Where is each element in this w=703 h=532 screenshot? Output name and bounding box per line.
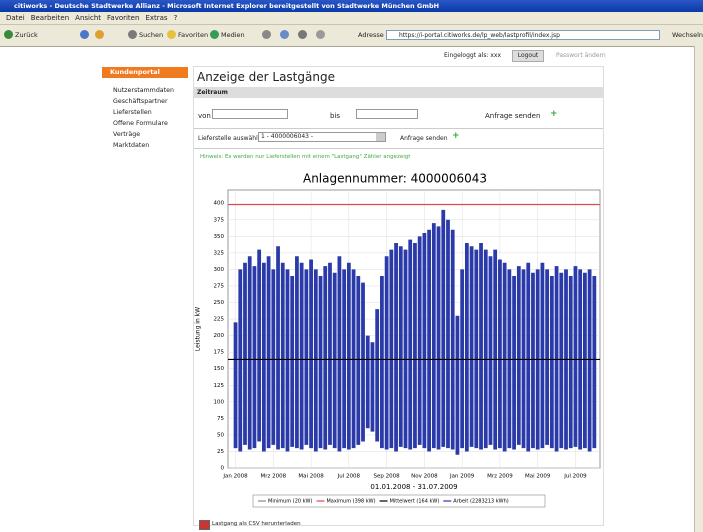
x-tick-label: Mrz 2009: [487, 474, 513, 480]
x-tick-label: Mai 2008: [298, 474, 324, 480]
send-icon[interactable]: +: [452, 131, 460, 141]
y-tick-label: 300: [214, 267, 225, 273]
from-label: von: [198, 112, 211, 120]
menu-item[interactable]: Favoriten: [107, 14, 140, 22]
print-icon[interactable]: [298, 30, 307, 39]
nav-link[interactable]: Verträge: [113, 131, 141, 138]
send-icon[interactable]: +: [550, 109, 558, 119]
y-tick-label: 125: [214, 383, 225, 389]
address-label: Adresse: [358, 31, 384, 39]
y-tick-label: 0: [221, 466, 225, 472]
separator: [194, 148, 603, 149]
x-tick-label: Jul 2009: [563, 474, 587, 480]
go-button[interactable]: Wechseln zu: [672, 31, 703, 39]
menu-item[interactable]: ?: [173, 14, 178, 22]
y-tick-label: 375: [214, 217, 225, 223]
csv-icon[interactable]: [199, 520, 210, 530]
y-tick-label: 400: [214, 201, 225, 207]
legend-label: Minimum (20 kW): [268, 499, 313, 505]
menu-bar: Datei Bearbeiten Ansicht Favoriten Extras?: [0, 12, 703, 25]
y-tick-label: 150: [214, 366, 225, 372]
refresh-icon[interactable]: [80, 30, 89, 39]
nav-link[interactable]: Nutzerstammdaten: [113, 87, 175, 94]
send-button[interactable]: Anfrage senden: [485, 112, 541, 120]
back-button[interactable]: Zurück: [15, 31, 38, 39]
login-info: Eingeloggt als: xxx: [444, 52, 502, 59]
menu-item[interactable]: Datei: [6, 14, 25, 22]
select-arrow[interactable]: [376, 133, 385, 141]
nav-link[interactable]: Geschäftspartner: [113, 98, 168, 105]
select-label: Lieferstelle auswählen:: [198, 135, 268, 142]
legend-label: Maximum (398 kW): [326, 499, 375, 505]
logout-button[interactable]: Logout: [512, 50, 544, 62]
address-bar[interactable]: https://i-portal.citiworks.de/lp_web/las…: [386, 30, 660, 40]
media-button[interactable]: Medien: [221, 31, 245, 39]
y-tick-label: 325: [214, 250, 225, 256]
to-label: bis: [330, 112, 341, 120]
x-tick-label: Mai 2009: [525, 474, 551, 480]
x-tick-label: Jul 2008: [337, 474, 361, 480]
chart-subtitle: 01.01.2008 - 31.07.2009: [370, 483, 457, 491]
chart: Anlagennummer: 4000006043 Leistung in kW…: [195, 172, 601, 508]
password-link[interactable]: Passwort ändern: [556, 52, 606, 59]
chart-title: Anlagennummer: 4000006043: [303, 172, 487, 186]
to-input[interactable]: [356, 109, 418, 119]
send-button[interactable]: Anfrage senden: [400, 135, 448, 142]
page-heading: Anzeige der Lastgänge: [197, 70, 335, 84]
favorites-icon[interactable]: [167, 30, 176, 39]
scrollbar[interactable]: [694, 46, 703, 532]
y-tick-label: 225: [214, 317, 225, 323]
y-tick-label: 350: [214, 234, 225, 240]
title-bar: citiworks - Deutsche Stadtwerke Allianz …: [0, 0, 703, 12]
section-header: Zeitraum: [194, 87, 603, 98]
search-icon[interactable]: [128, 30, 137, 39]
x-tick-label: Jan 2009: [449, 474, 475, 480]
x-tick-label: Jan 2008: [222, 474, 248, 480]
y-axis-label: Leistung in kW: [195, 307, 202, 351]
y-tick-label: 250: [214, 300, 225, 306]
y-tick-label: 75: [217, 416, 224, 422]
x-tick-label: Sep 2008: [374, 474, 401, 480]
mail-icon[interactable]: [280, 30, 289, 39]
y-tick-label: 200: [214, 333, 225, 339]
y-tick-label: 100: [214, 399, 225, 405]
menu-item[interactable]: Extras: [145, 14, 168, 22]
legend-label: Arbeit (2283213 kWh): [453, 499, 508, 505]
x-tick-label: Mrz 2008: [260, 474, 286, 480]
home-icon[interactable]: [95, 30, 104, 39]
toolbar: Zurück Suchen Favoriten Medien Adresse h…: [0, 25, 703, 47]
y-tick-label: 25: [217, 449, 224, 455]
x-tick-label: Nov 2008: [411, 474, 438, 480]
separator: [194, 128, 603, 129]
y-tick-label: 275: [214, 283, 225, 289]
edit-icon[interactable]: [316, 30, 325, 39]
nav-link[interactable]: Lieferstellen: [113, 109, 152, 116]
nav-link[interactable]: Offene Formulare: [113, 120, 168, 127]
back-icon[interactable]: [4, 30, 13, 39]
menu-item[interactable]: Ansicht: [75, 14, 102, 22]
media-icon[interactable]: [210, 30, 219, 39]
favorites-button[interactable]: Favoriten: [178, 31, 209, 39]
content-panel: [193, 66, 604, 526]
legend-box: [252, 494, 546, 508]
csv-link[interactable]: Lastgang als CSV herunterladen: [212, 521, 301, 527]
nav-link[interactable]: Marktdaten: [113, 142, 150, 149]
search-button[interactable]: Suchen: [139, 31, 164, 39]
y-tick-label: 50: [217, 432, 224, 438]
from-input[interactable]: [212, 109, 288, 119]
y-tick-label: 175: [214, 350, 225, 356]
sidebar-title: Kundenportal: [102, 67, 188, 78]
select-box[interactable]: 1 - 4000006043 -: [258, 132, 386, 142]
legend-label: Mittelwert (164 kW): [390, 499, 440, 505]
hint-text: Hinweis: Es werden nur Lieferstellen mit…: [200, 154, 411, 160]
history-icon[interactable]: [262, 30, 271, 39]
menu-item[interactable]: Bearbeiten: [30, 14, 70, 22]
